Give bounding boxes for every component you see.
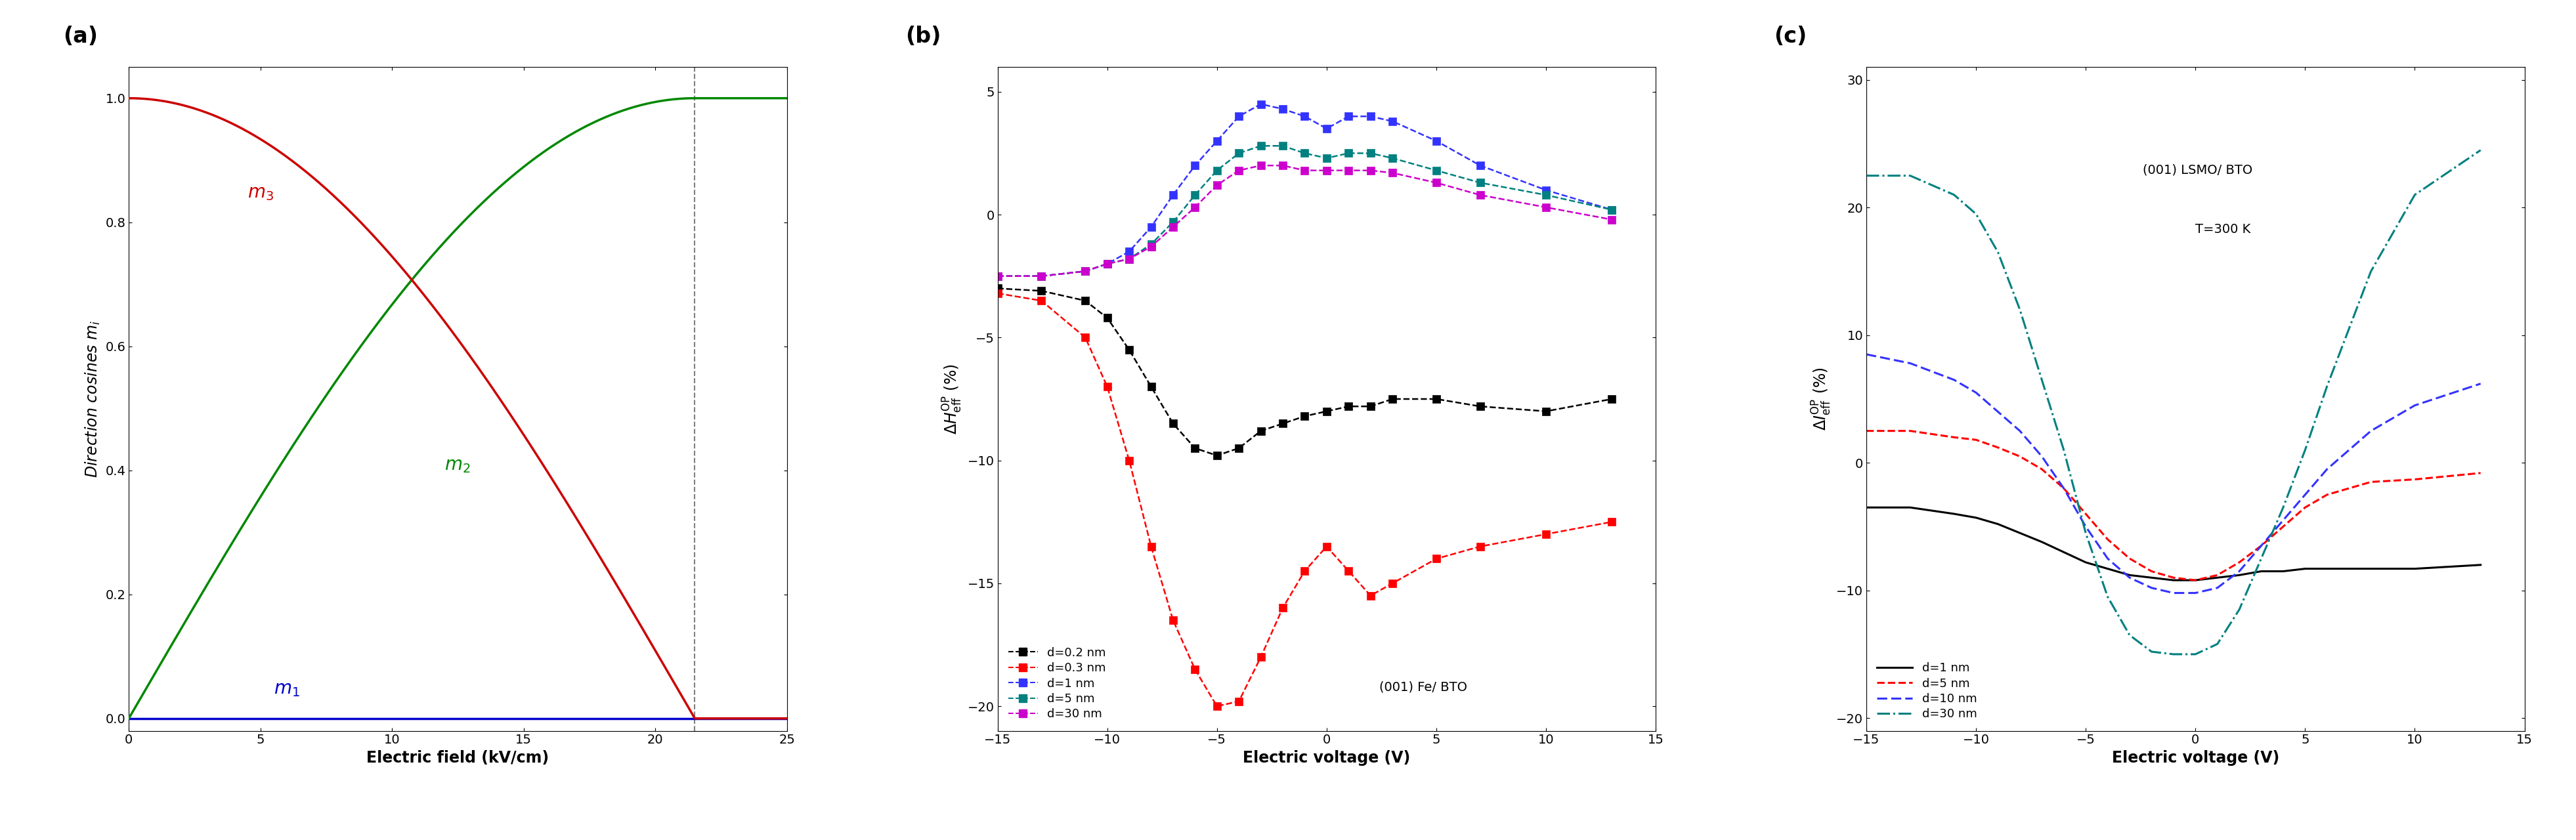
X-axis label: Electric field (kV/cm): Electric field (kV/cm) xyxy=(366,750,549,766)
Text: (b): (b) xyxy=(904,26,940,47)
Text: (c): (c) xyxy=(1775,26,1808,47)
Text: (001) LSMO/ BTO: (001) LSMO/ BTO xyxy=(2143,164,2251,176)
Text: $m_2$: $m_2$ xyxy=(446,456,471,475)
Y-axis label: $\Delta H_{\mathrm{eff}}^{\mathrm{OP}}$ (%): $\Delta H_{\mathrm{eff}}^{\mathrm{OP}}$ … xyxy=(940,364,963,434)
Legend: d=1 nm, d=5 nm, d=10 nm, d=30 nm: d=1 nm, d=5 nm, d=10 nm, d=30 nm xyxy=(1873,658,1981,725)
Text: $m_3$: $m_3$ xyxy=(247,183,273,202)
Text: (a): (a) xyxy=(62,26,98,47)
X-axis label: Electric voltage (V): Electric voltage (V) xyxy=(1242,750,1412,766)
Y-axis label: $\Delta I_{\mathrm{eff}}^{\mathrm{OP}}$ (%): $\Delta I_{\mathrm{eff}}^{\mathrm{OP}}$ … xyxy=(1811,367,1832,431)
Text: $m_1$: $m_1$ xyxy=(273,680,299,698)
Text: (001) Fe/ BTO: (001) Fe/ BTO xyxy=(1378,681,1468,694)
Y-axis label: Direction cosines $m_i$: Direction cosines $m_i$ xyxy=(85,320,100,478)
Text: T=300 K: T=300 K xyxy=(2195,223,2251,236)
X-axis label: Electric voltage (V): Electric voltage (V) xyxy=(2112,750,2280,766)
Legend: d=0.2 nm, d=0.3 nm, d=1 nm, d=5 nm, d=30 nm: d=0.2 nm, d=0.3 nm, d=1 nm, d=5 nm, d=30… xyxy=(1005,642,1110,725)
